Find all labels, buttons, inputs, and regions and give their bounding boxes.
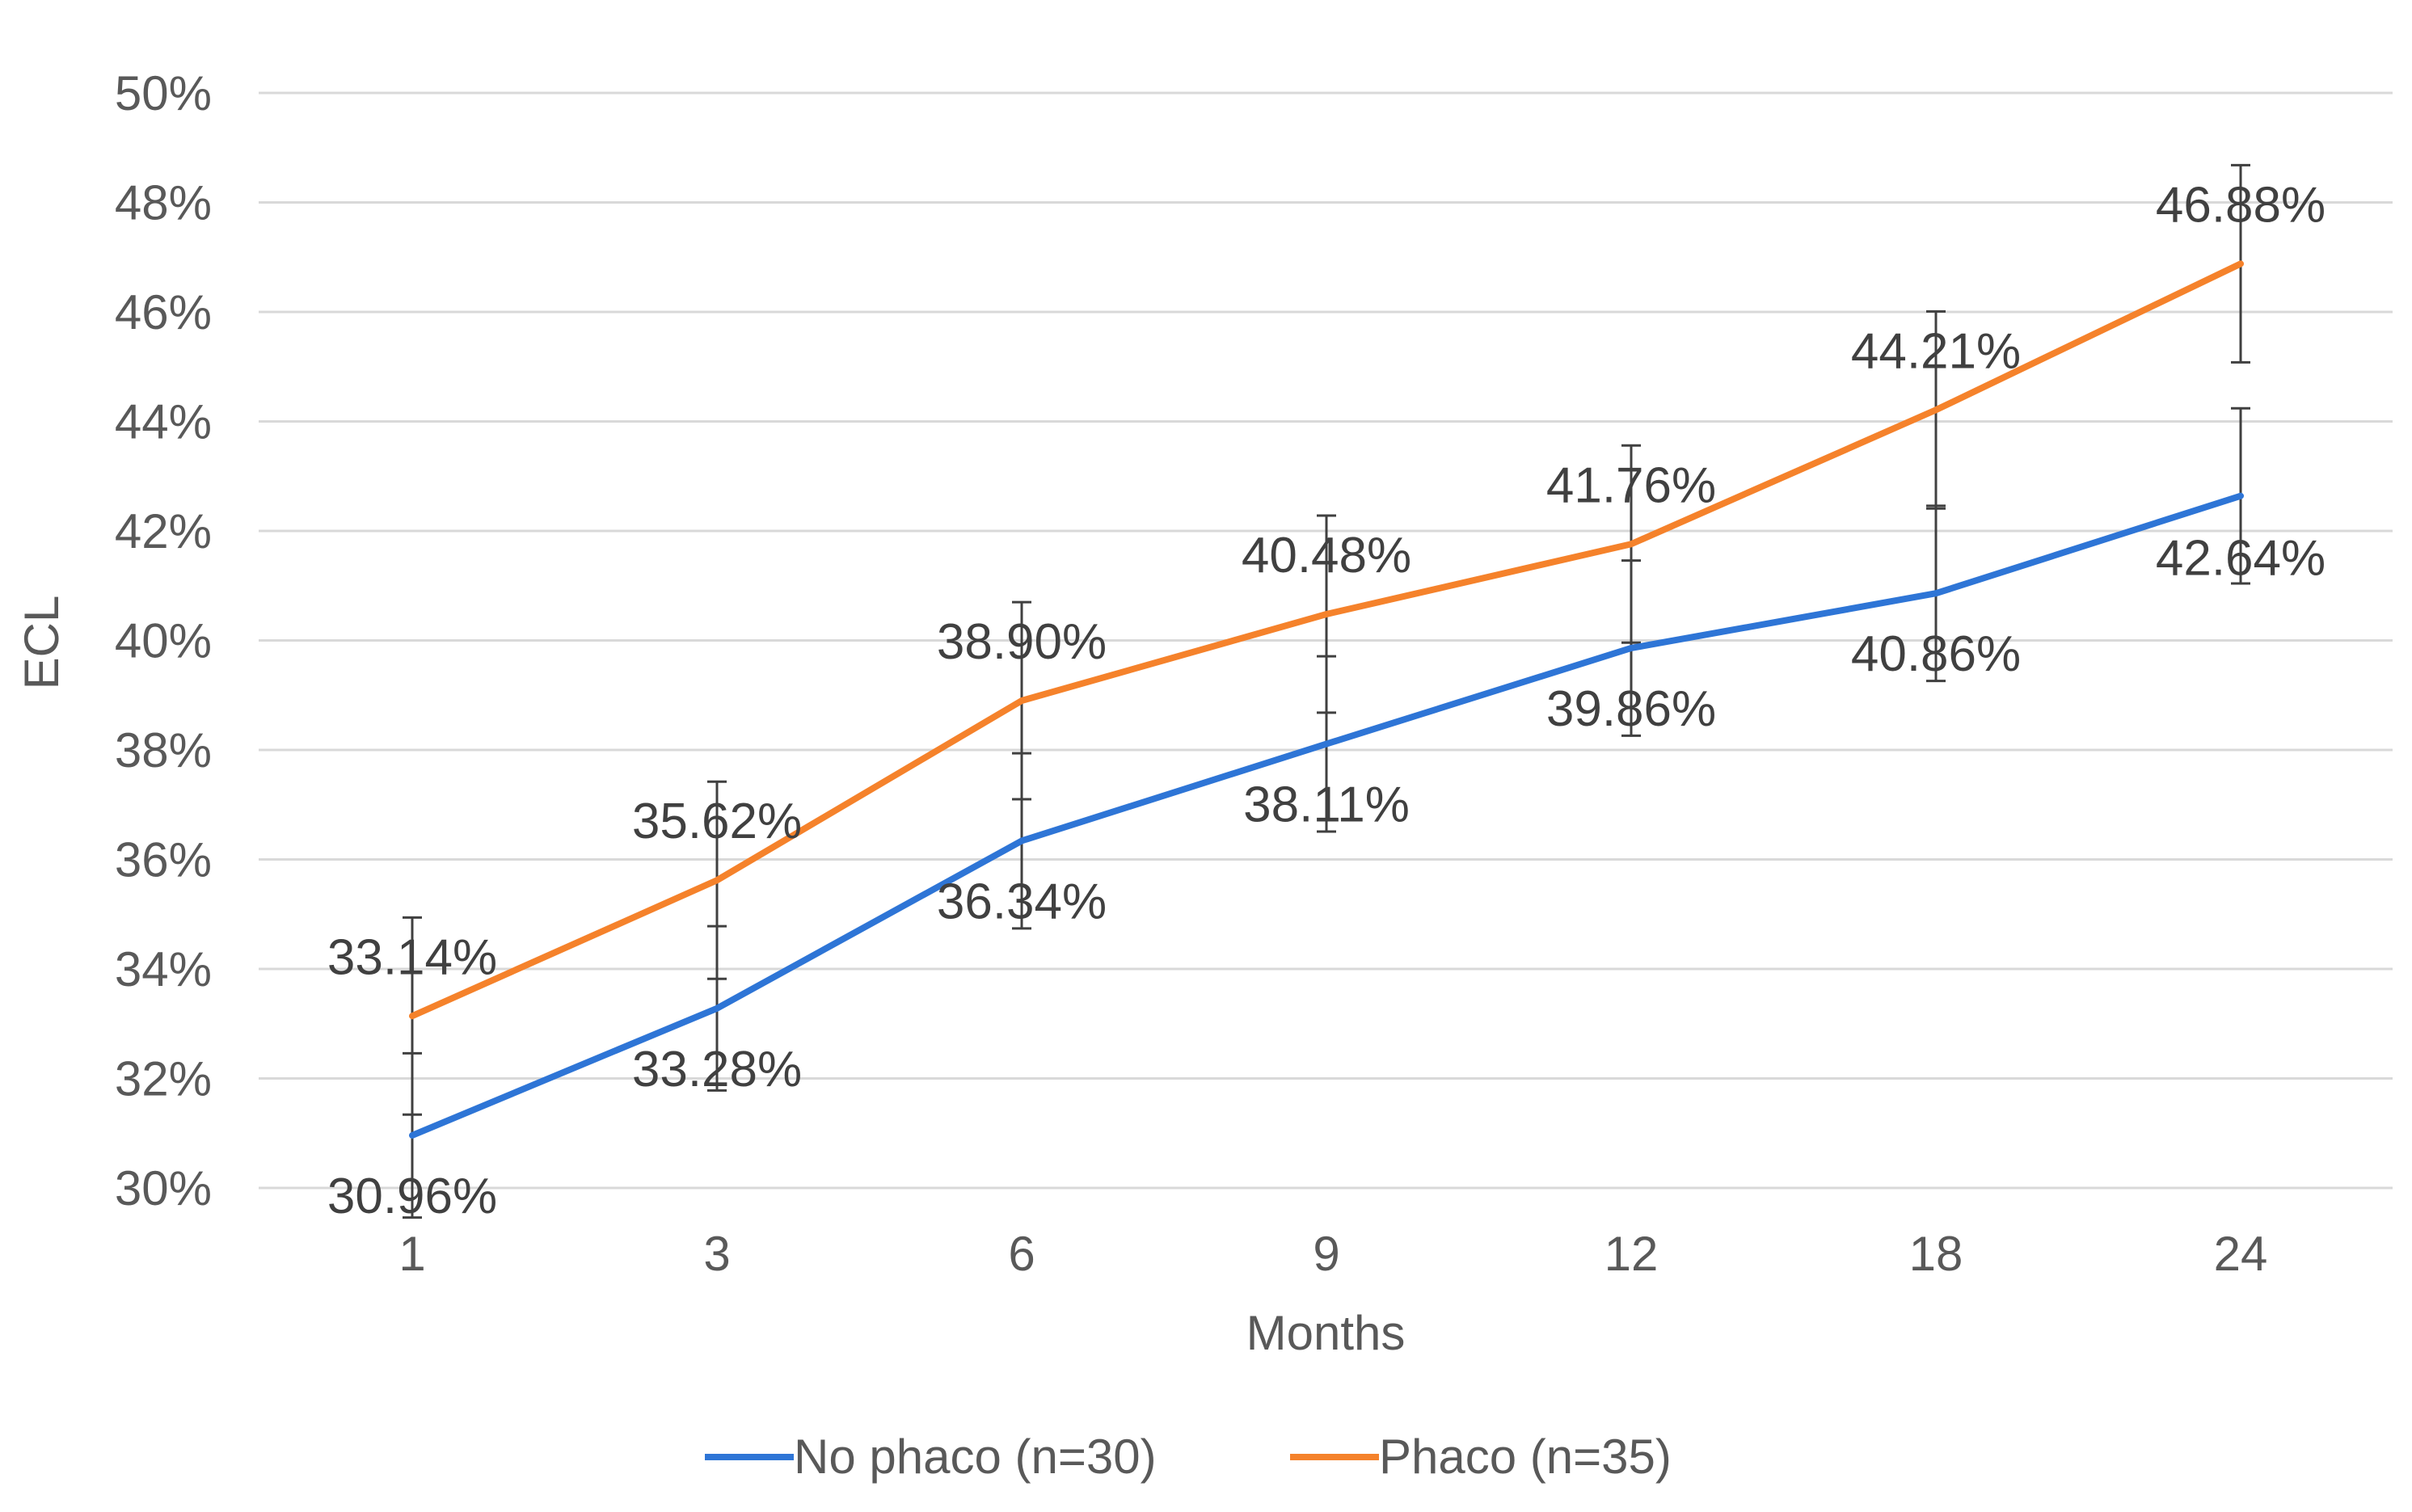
- x-axis-title: Months: [1246, 1306, 1406, 1360]
- data-label-phaco: 46.88%: [2156, 177, 2326, 233]
- y-tick-label: 46%: [115, 285, 212, 339]
- series-line-phaco: [409, 260, 2244, 1020]
- x-tick-label: 1: [398, 1227, 425, 1281]
- data-label-phaco: 35.62%: [632, 794, 802, 849]
- data-label-phaco: 40.48%: [1242, 528, 1411, 583]
- y-tick-label: 30%: [115, 1161, 212, 1215]
- y-tick-label: 38%: [115, 723, 212, 777]
- x-axis-ticks: 1 3 6 9 12 18 24: [398, 1227, 2267, 1281]
- x-tick-label: 3: [703, 1227, 730, 1281]
- legend-label-phaco: Phaco (n=35): [1379, 1430, 1672, 1484]
- legend: No phaco (n=30) Phaco (n=35): [705, 1430, 1672, 1484]
- series-lines: [409, 260, 2244, 1139]
- data-label-no-phaco: 42.64%: [2156, 531, 2326, 587]
- data-label-phaco: 33.14%: [327, 929, 497, 985]
- data-label-no-phaco: 36.34%: [937, 874, 1107, 929]
- y-tick-label: 32%: [115, 1052, 212, 1106]
- y-tick-label: 40%: [115, 614, 212, 668]
- y-tick-label: 34%: [115, 942, 212, 996]
- data-label-no-phaco: 38.11%: [1243, 777, 1410, 833]
- y-tick-label: 42%: [115, 504, 212, 558]
- data-label-phaco: 38.90%: [937, 614, 1107, 670]
- y-axis-ticks: 30% 32% 34% 36% 38% 40% 42% 44% 46% 48% 50%: [115, 66, 212, 1215]
- data-label-no-phaco: 39.86%: [1546, 681, 1716, 737]
- data-label-phaco: 41.76%: [1546, 457, 1716, 513]
- x-tick-label: 6: [1008, 1227, 1035, 1281]
- y-axis-title: ECL: [15, 596, 69, 690]
- y-tick-label: 48%: [115, 176, 212, 230]
- data-label-no-phaco: 33.28%: [632, 1042, 802, 1097]
- legend-label-no-phaco: No phaco (n=30): [794, 1430, 1157, 1484]
- y-tick-label: 44%: [115, 395, 212, 449]
- x-tick-label: 9: [1313, 1227, 1339, 1281]
- x-tick-label: 24: [2214, 1227, 2268, 1281]
- y-tick-label: 50%: [115, 66, 212, 120]
- data-label-phaco: 44.21%: [1851, 323, 2021, 379]
- data-labels: 33.14% 35.62% 38.90% 40.48% 41.76% 44.21% 46.8…: [327, 177, 2326, 1224]
- x-tick-label: 12: [1604, 1227, 1659, 1281]
- data-label-no-phaco: 30.96%: [327, 1169, 497, 1224]
- data-label-no-phaco: 40.86%: [1851, 626, 2021, 682]
- series-line-no-phaco: [409, 492, 2244, 1139]
- y-tick-label: 36%: [115, 833, 212, 887]
- x-tick-label: 18: [1909, 1227, 1963, 1281]
